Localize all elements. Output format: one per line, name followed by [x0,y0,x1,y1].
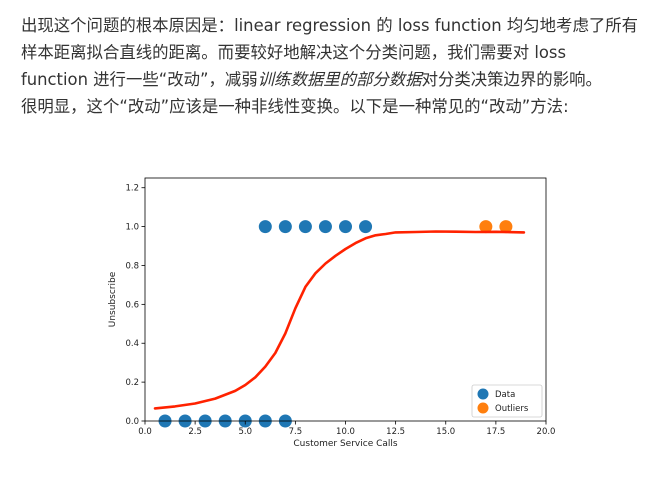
paragraph-line-3: function 进行一些“改动”，减弱训练数据里的部分数据对分类决策边界的影响… [21,66,653,93]
paragraph-line-3-start: function 进行一些“改动”，减弱 [21,70,258,89]
data-point [298,220,312,234]
data-point [339,220,352,234]
legend-label: Data [495,390,515,400]
x-tick-label: 20.0 [537,427,556,437]
logistic-fit-curve [153,230,526,410]
x-tick-label: 12.5 [386,427,405,437]
x-tick-label: 2.5 [188,427,202,437]
x-tick-label: 7.5 [289,427,303,437]
y-tick-label: 0.0 [125,417,139,427]
y-tick-label: 1.2 [125,184,139,194]
logistic-fit-chart: 0.0 2.5 5.0 7.5 10.0 12.5 15.0 17.5 20.0 0.00.20… [108,177,555,449]
y-axis-ticks: 0.0 0.2 0.4 0.6 0.8 1.0 1.2 [125,184,145,427]
paragraph-line-1: 出现这个问题的根本原因是：linear regression 的 loss fu… [21,16,638,35]
chart-legend: Data Outliers [471,384,543,418]
x-tick-label: 5.0 [238,427,252,437]
y-tick-label: 1.0 [125,223,139,233]
x-tick-label: 10.0 [336,427,355,437]
logistic-regression-figure: 0.0 2.5 5.0 7.5 10.0 12.5 15.0 17.5 20.0 0.0 0.2 0… [100,172,560,462]
data-point [479,220,493,234]
x-axis-ticks: 0.0 2.5 5.0 7.5 10.0 12.5 15.0 17.5 20.0 [138,421,555,437]
paragraph-line-2: 样本距离拟合直线的距离。而要较好地解决这个分类问题，我们需要对 loss [21,43,566,62]
y-tick-label: 0.2 [125,378,139,388]
scatter-points [158,220,513,428]
x-axis-label: Customer Service Calls [293,439,398,449]
data-point [318,220,332,234]
legend-marker [477,388,489,400]
y-tick-label: 0.4 [125,339,139,349]
data-point [359,220,373,234]
x-tick-label: 15.0 [436,427,455,437]
data-point [499,220,513,234]
data-point [278,220,292,234]
emphasized-phrase: 训练数据里的部分数据 [257,70,422,89]
paragraph-line-3-end: 对分类决策边界的影响。 [421,70,602,89]
y-tick-label: 0.6 [125,300,139,310]
x-tick-label: 17.5 [486,427,505,437]
y-tick-label: 0.8 [125,261,139,271]
paragraph-line-4: 很明显，这个“改动”应该是一种非线性变换。以下是一种常见的“改动”方法: [21,97,569,116]
x-tick-label: 0.0 [138,427,152,437]
explanation-paragraph: 出现这个问题的根本原因是：linear regression 的 loss fu… [21,12,653,120]
plot-frame [144,177,547,422]
legend-box [471,384,543,418]
legend-label: Outliers [495,404,529,414]
legend-marker [477,402,489,414]
fit-curve-layer [153,230,526,410]
y-axis-label: Unsubscribe [108,271,118,327]
data-point [258,220,272,234]
